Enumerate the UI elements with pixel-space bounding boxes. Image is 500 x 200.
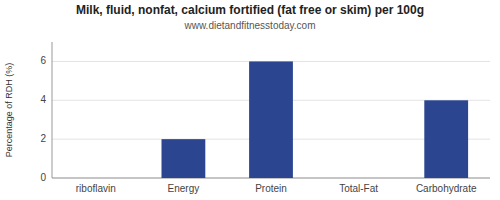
x-tick-label: Energy (168, 183, 200, 194)
grid (52, 61, 490, 178)
chart-container: Milk, fluid, nonfat, calcium fortified (… (0, 0, 500, 200)
y-tick-label: 6 (40, 55, 46, 66)
y-tick-label: 4 (40, 94, 46, 105)
bar (424, 100, 468, 178)
y-axis (52, 42, 53, 178)
y-axis-label: Percentage of RDH (%) (4, 63, 14, 158)
bar (74, 178, 118, 179)
x-tick-label: riboflavin (76, 183, 116, 194)
bar (249, 61, 293, 178)
x-tick-label: Protein (255, 183, 287, 194)
x-tick-label: Carbohydrate (416, 183, 477, 194)
title: Milk, fluid, nonfat, calcium fortified (… (76, 3, 424, 17)
y-tick-label: 0 (40, 172, 46, 183)
bars (162, 61, 469, 178)
bar (162, 139, 206, 178)
subtitle: www.dietandfitnesstoday.com (184, 20, 316, 31)
y-tick-label: 2 (40, 133, 46, 144)
chart: Milk, fluid, nonfat, calcium fortified (… (0, 0, 500, 200)
bar (337, 178, 381, 179)
x-tick-label: Total-Fat (339, 183, 378, 194)
